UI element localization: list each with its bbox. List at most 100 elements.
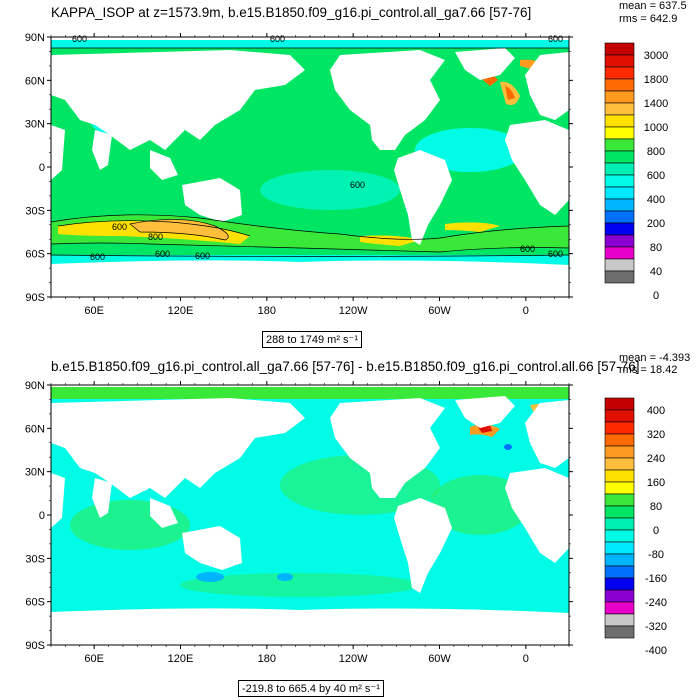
lat-tick-label: 60S: [25, 249, 45, 261]
panel2-colorbar: 400 320 240 160 80 0 -80 -160 -240 -320 -400: [604, 397, 667, 657]
contour-label: 600: [350, 180, 365, 190]
panel1-contour-labels: 600 600 600 600 800 600 600 600 600 600 600: [72, 34, 563, 262]
colorbar-swatch: [604, 246, 635, 260]
colorbar-swatch: [604, 529, 635, 543]
lat-tick-label: 0: [39, 162, 45, 174]
lon-tick-label: 0: [523, 305, 529, 317]
colorbar-swatch: [604, 481, 635, 495]
colorbar-swatch: [604, 553, 635, 567]
colorbar-label: 800: [647, 146, 665, 158]
lon-tick-label: 180: [258, 305, 276, 317]
colorbar-label: 320: [647, 429, 665, 441]
lat-tick-label: 90N: [25, 380, 45, 392]
lat-tick-label: 60N: [25, 75, 45, 87]
colorbar-swatch: [604, 493, 635, 507]
panel2-map: 90N 60N 30N 0 30S 60S 90S 60E 120E 180 120W 60W 0 40…: [25, 380, 667, 665]
lat-tick-label: 60N: [25, 423, 45, 435]
panel1-range-box: 288 to 1749 m² s⁻¹: [262, 331, 363, 348]
colorbar-swatch: [604, 78, 635, 92]
colorbar-label: 1800: [644, 74, 668, 86]
panel2-mean: mean = -4.393: [619, 352, 691, 364]
colorbar-label: -160: [645, 573, 667, 585]
lat-tick-label: 90S: [25, 292, 45, 304]
colorbar-swatch: [604, 186, 635, 200]
colorbar-label: -80: [648, 549, 664, 561]
panel1-title: KAPPA_ISOP at z=1573.9m, b.e15.B1850.f09…: [51, 5, 532, 20]
colorbar-swatch: [604, 577, 635, 591]
colorbar-swatch: [604, 505, 635, 519]
colorbar-label: 0: [653, 525, 659, 537]
colorbar-label: 1400: [644, 98, 668, 110]
contour-label: 600: [195, 251, 210, 261]
panel1-contours: [50, 47, 570, 257]
lon-tick-label: 60E: [84, 305, 104, 317]
contour-label: 600: [72, 34, 87, 44]
colorbar-label: -320: [645, 621, 667, 633]
colorbar-swatch: [604, 162, 635, 176]
colorbar-swatch: [604, 409, 635, 423]
colorbar-swatch: [604, 126, 635, 140]
colorbar-swatch: [604, 258, 635, 272]
colorbar-label: 0: [653, 290, 659, 302]
lon-tick-label: 120W: [339, 653, 368, 665]
panel1-mean: mean = 637.5: [619, 0, 687, 12]
colorbar-swatch: [604, 102, 635, 116]
colorbar-swatch: [604, 565, 635, 579]
lat-tick-label: 0: [39, 510, 45, 522]
panel2-land: [51, 396, 569, 645]
colorbar-swatch: [604, 270, 635, 284]
colorbar-swatch: [604, 625, 635, 639]
colorbar-swatch: [604, 174, 635, 188]
colorbar-swatch: [604, 198, 635, 212]
colorbar-label: 200: [647, 218, 665, 230]
colorbar-label: 3000: [644, 50, 668, 62]
colorbar-swatch: [604, 138, 635, 152]
colorbar-label: 80: [650, 242, 662, 254]
colorbar-swatch: [604, 234, 635, 248]
panel2-axis-ticks: 90N 60N 30N 0 30S 60S 90S 60E 120E 180 120W 60W 0: [25, 380, 573, 665]
contour-label: 600: [548, 249, 563, 259]
colorbar-swatch: [604, 54, 635, 68]
panel2-rms: rms = 18.42: [619, 364, 678, 376]
contour-label: 800: [148, 232, 163, 242]
colorbar-swatch: [604, 222, 635, 236]
colorbar-label: 400: [647, 405, 665, 417]
colorbar-label: 160: [647, 477, 665, 489]
colorbar-swatch: [604, 66, 635, 80]
colorbar-swatch: [604, 601, 635, 615]
panel2-title: b.e15.B1850.f09_g16.pi_control.all_ga7.6…: [51, 359, 640, 374]
lat-tick-label: 60S: [25, 597, 45, 609]
colorbar-label: 600: [647, 170, 665, 182]
contour-label: 600: [90, 252, 105, 262]
colorbar-swatch: [604, 42, 635, 56]
colorbar-swatch: [604, 150, 635, 164]
lat-tick-label: 30N: [25, 467, 45, 479]
colorbar-swatch: [604, 90, 635, 104]
lon-tick-label: 60W: [428, 653, 451, 665]
lat-tick-label: 90N: [25, 32, 45, 44]
lon-tick-label: 0: [523, 653, 529, 665]
lat-tick-label: 30N: [25, 119, 45, 131]
colorbar-label: 240: [647, 453, 665, 465]
colorbar-label: 80: [650, 501, 662, 513]
lat-tick-label: 90S: [25, 640, 45, 652]
colorbar-swatch: [604, 210, 635, 224]
colorbar-swatch: [604, 541, 635, 555]
lon-tick-label: 120E: [168, 653, 194, 665]
contour-label: 600: [520, 244, 535, 254]
lon-tick-label: 60W: [428, 305, 451, 317]
panel2-range-box: -219.8 to 665.4 by 40 m² s⁻¹: [238, 680, 384, 697]
lon-tick-label: 60E: [84, 653, 104, 665]
colorbar-swatch: [604, 589, 635, 603]
colorbar-swatch: [604, 517, 635, 531]
colorbar-label: -240: [645, 597, 667, 609]
lon-tick-label: 120E: [168, 305, 194, 317]
colorbar-swatch: [604, 613, 635, 627]
colorbar-swatch: [604, 421, 635, 435]
contour-label: 600: [155, 249, 170, 259]
colorbar-swatch: [604, 433, 635, 447]
panel1-rms: rms = 642.9: [619, 13, 678, 25]
panel1-axis-ticks: 90N 60N 30N 0 30S 60S 90S 60E 120E 180 120W 60W 0: [25, 32, 573, 317]
